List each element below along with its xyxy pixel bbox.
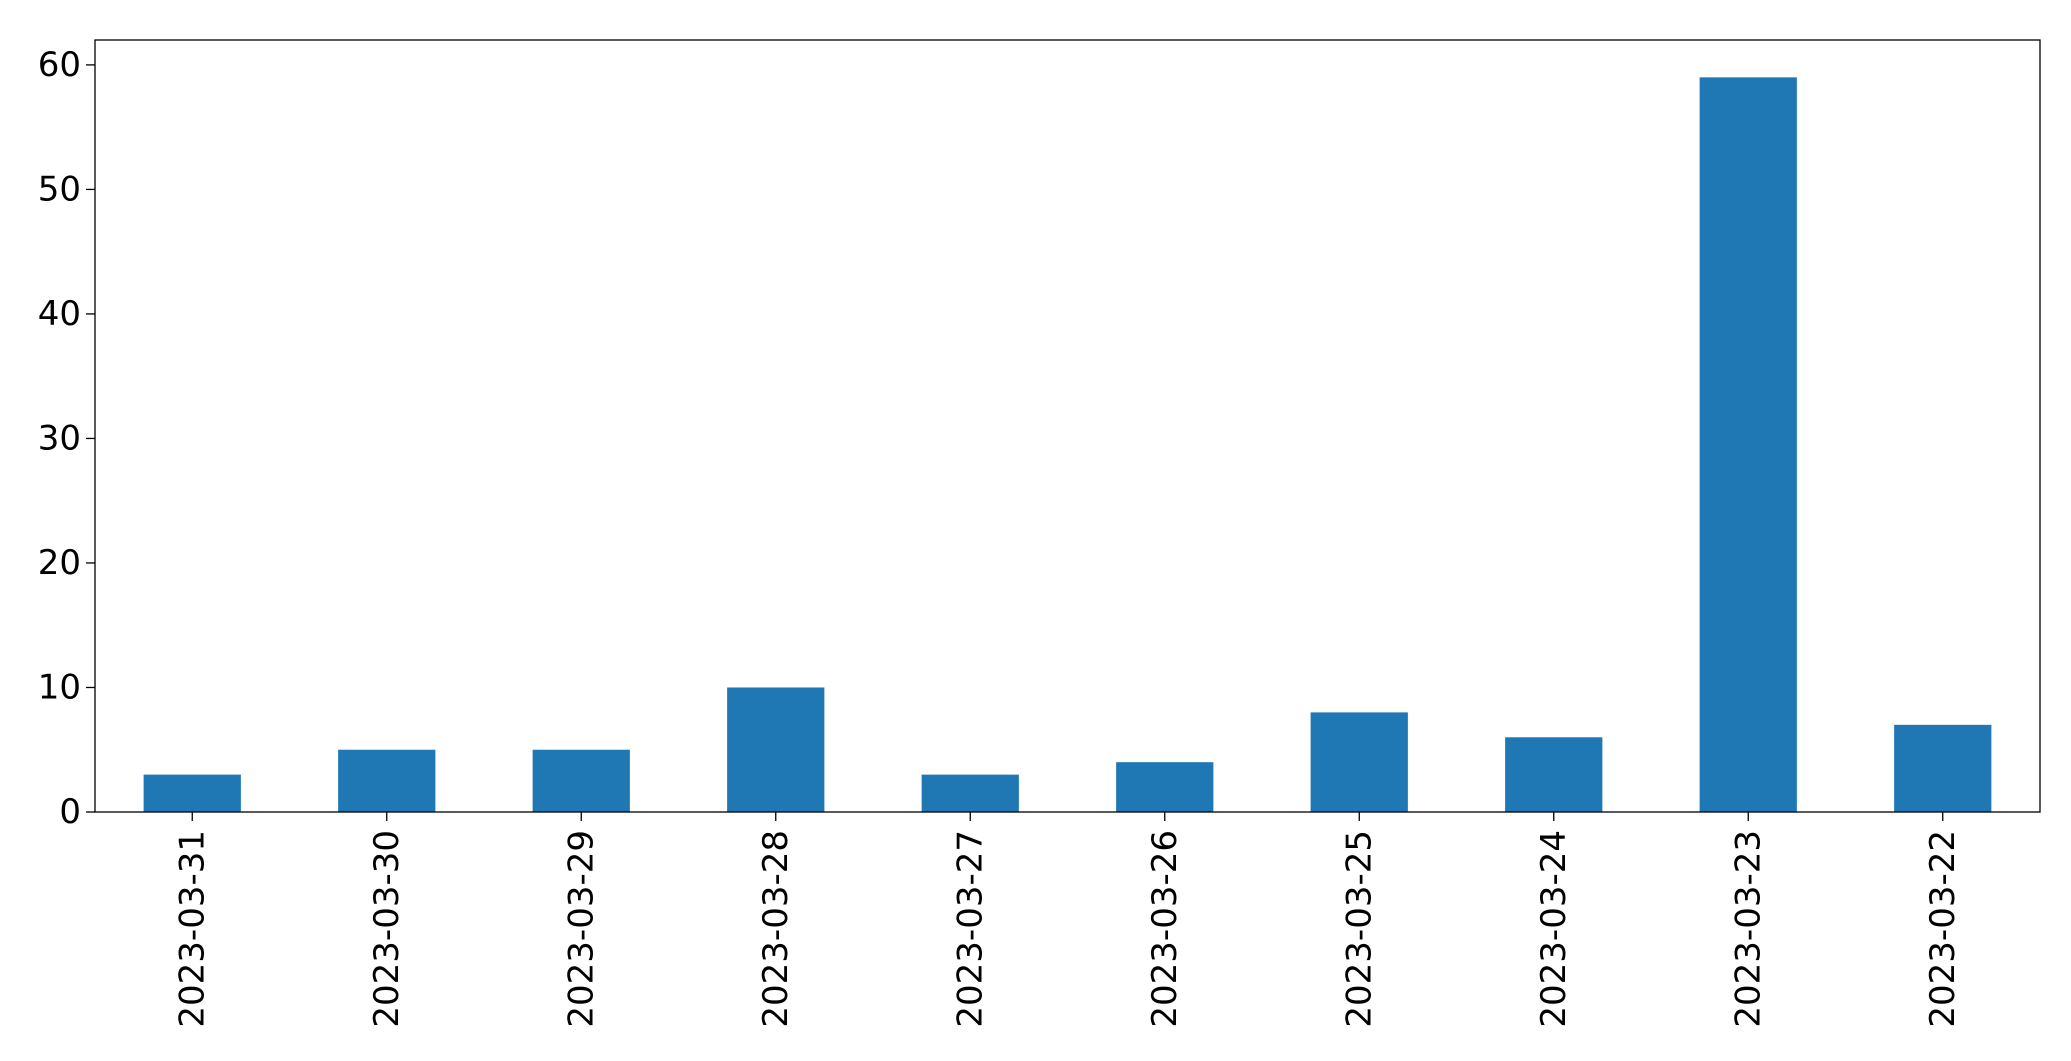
x-tick-label: 2023-03-23 — [1728, 830, 1768, 1028]
x-axis: 2023-03-31 2023-03-30 2023-03-29 2023-03-28… — [172, 812, 1963, 1028]
y-tick-label: 20 — [38, 543, 81, 583]
bar-2023-03-24 — [1505, 737, 1602, 812]
y-tick-label: 50 — [38, 169, 81, 209]
y-tick-label: 30 — [38, 418, 81, 458]
bar-2023-03-28 — [727, 687, 824, 812]
bar-2023-03-27 — [922, 775, 1019, 812]
bar-2023-03-22 — [1894, 725, 1991, 812]
bar-2023-03-30 — [338, 750, 435, 812]
bar-2023-03-31 — [144, 775, 241, 812]
y-tick-label: 0 — [59, 792, 81, 832]
bar-2023-03-25 — [1311, 712, 1408, 812]
bar-2023-03-23 — [1700, 77, 1797, 812]
y-tick-label: 40 — [38, 294, 81, 334]
bar-2023-03-29 — [533, 750, 630, 812]
x-tick-label: 2023-03-25 — [1339, 830, 1379, 1028]
bars-group — [144, 77, 1992, 812]
x-tick-label: 2023-03-22 — [1923, 830, 1963, 1028]
x-tick-label: 2023-03-24 — [1534, 830, 1574, 1028]
x-tick-label: 2023-03-27 — [950, 830, 990, 1028]
x-tick-label: 2023-03-30 — [367, 830, 407, 1028]
x-tick-label: 2023-03-28 — [756, 830, 796, 1028]
y-axis: 0 10 20 30 40 50 60 — [38, 45, 95, 832]
x-tick-label: 2023-03-31 — [172, 830, 212, 1028]
x-tick-label: 2023-03-26 — [1145, 830, 1185, 1028]
x-tick-label: 2023-03-29 — [561, 830, 601, 1028]
bar-2023-03-26 — [1116, 762, 1213, 812]
y-tick-label: 60 — [38, 45, 81, 85]
y-tick-label: 10 — [38, 667, 81, 707]
